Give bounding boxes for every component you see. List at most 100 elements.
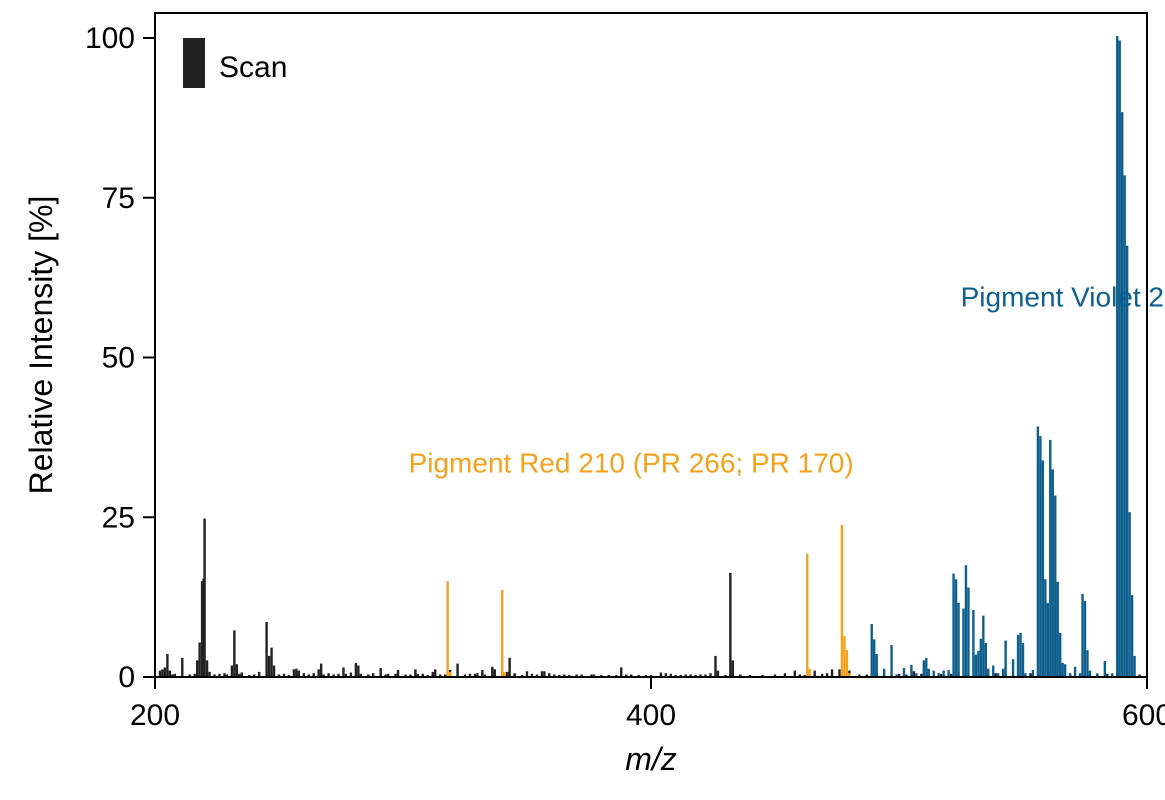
bar-s0-135: [825, 673, 829, 677]
bar-s0-147: [920, 673, 923, 677]
bar-s0-130: [793, 670, 797, 677]
bar-s0-34: [282, 673, 286, 677]
bar-s0-16: [208, 671, 211, 677]
bar-s0-22: [233, 630, 236, 677]
bar-s0-137: [838, 669, 841, 677]
bar-s0-111: [669, 673, 673, 677]
bar-s0-68: [434, 669, 437, 677]
bar-s2-34: [1016, 634, 1020, 677]
bar-s0-2: [163, 667, 167, 677]
bar-s0-3: [166, 654, 169, 677]
bar-s2-37: [1024, 673, 1027, 677]
bar-s0-33: [277, 674, 281, 677]
bar-s2-11: [927, 668, 930, 677]
bar-s0-32: [272, 665, 276, 677]
bar-s0-12: [200, 581, 204, 677]
bar-s0-114: [684, 674, 687, 677]
bar-s2-10: [925, 657, 928, 677]
bar-s2-13: [937, 673, 940, 677]
bar-s2-45: [1051, 469, 1054, 677]
bar-s2-18: [957, 602, 960, 677]
bar-s2-32: [1004, 640, 1007, 677]
bar-s0-92: [553, 674, 556, 677]
y-axis-title: Relative Intensity [%]: [23, 196, 59, 495]
x-tick-label-400: 400: [626, 699, 676, 732]
bar-s0-0: [158, 670, 162, 677]
bar-s0-28: [257, 671, 261, 677]
bar-s1-7: [843, 636, 846, 677]
bar-s0-20: [225, 674, 229, 677]
bar-s0-9: [193, 673, 196, 677]
bar-s0-109: [659, 672, 663, 677]
bar-s0-5: [171, 674, 174, 677]
bar-s0-121: [716, 670, 720, 677]
bar-s0-42: [317, 669, 320, 677]
bar-s2-7: [910, 664, 913, 677]
bar-s1-8: [845, 650, 849, 677]
bar-s0-1: [161, 669, 164, 677]
bar-s0-129: [783, 673, 787, 677]
bar-s0-55: [372, 673, 375, 677]
bar-s0-159: [1029, 673, 1032, 677]
bar-s0-38: [297, 670, 301, 677]
bar-s0-64: [416, 673, 420, 677]
bar-s0-104: [625, 674, 628, 677]
bar-s2-63: [1121, 112, 1124, 678]
bar-s0-169: [1138, 674, 1141, 677]
bar-s2-14: [942, 670, 945, 677]
bar-s0-88: [535, 674, 539, 677]
bar-s2-0: [870, 623, 873, 677]
bar-s2-30: [997, 673, 1000, 677]
bar-s0-82: [505, 671, 509, 677]
bar-s0-39: [302, 673, 305, 677]
bar-s0-97: [580, 674, 583, 677]
bar-s0-51: [354, 662, 358, 677]
annotations: Pigment Violet 23 Pigment Red 210 (PR 266…: [409, 281, 1165, 478]
bar-s0-40: [307, 674, 310, 677]
bar-s2-23: [974, 654, 978, 677]
annotation-0: Pigment Violet 23: [961, 281, 1165, 312]
bar-s0-27: [253, 674, 256, 677]
y-tick-label-50: 50: [102, 342, 135, 375]
bar-s0-133: [813, 670, 816, 677]
bar-s0-96: [575, 674, 578, 677]
bar-s0-17: [213, 674, 216, 677]
bar-s0-136: [830, 669, 834, 677]
bar-s2-5: [895, 674, 898, 677]
bar-s2-38: [1031, 669, 1035, 677]
bar-s0-77: [481, 669, 484, 677]
bar-s2-68: [1133, 655, 1136, 677]
bar-s0-146: [912, 671, 916, 677]
bar-s0-49: [344, 673, 348, 677]
bar-s2-58: [1096, 673, 1099, 677]
bar-s0-79: [491, 666, 494, 677]
bar-s0-24: [238, 673, 241, 677]
bar-s0-60: [396, 669, 400, 677]
bar-s2-33: [1011, 659, 1015, 677]
bar-s2-31: [1001, 668, 1005, 677]
bar-s0-110: [664, 673, 668, 677]
bar-s0-4: [168, 670, 172, 677]
y-tick-label-25: 25: [102, 501, 135, 534]
bar-s2-57: [1088, 670, 1092, 677]
bar-s2-29: [992, 665, 995, 677]
bar-s1-2: [501, 590, 504, 677]
bar-s0-31: [270, 647, 273, 677]
bar-s2-2: [875, 654, 878, 677]
bar-s2-28: [987, 668, 990, 677]
bar-s2-55: [1083, 600, 1087, 677]
bar-s0-45: [327, 673, 330, 677]
bar-s1-0: [446, 581, 449, 677]
bar-s0-119: [709, 673, 712, 677]
bar-s0-94: [563, 674, 566, 677]
bar-s0-41: [312, 673, 315, 677]
bar-s0-11: [198, 642, 201, 677]
bar-s2-54: [1081, 593, 1084, 677]
bar-s0-103: [620, 667, 623, 677]
bar-s2-42: [1044, 579, 1047, 677]
bar-s0-21: [230, 665, 234, 677]
bar-s0-150: [939, 673, 943, 677]
bar-s0-52: [357, 665, 360, 677]
bar-s0-83: [508, 657, 511, 677]
bar-s2-3: [882, 668, 886, 677]
